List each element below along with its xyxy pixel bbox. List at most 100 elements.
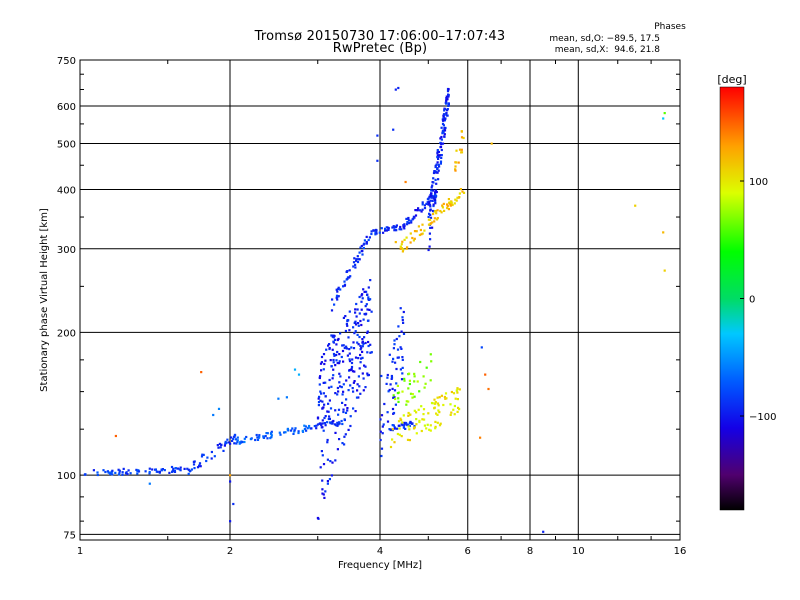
echo-point-o: [366, 331, 369, 334]
echo-point-o: [412, 215, 415, 218]
echo-point-o: [425, 202, 428, 205]
echo-point-o: [356, 255, 359, 258]
echo-point-o: [309, 427, 312, 430]
echo-point-x: [431, 221, 434, 224]
echo-point-x: [425, 366, 428, 369]
echo-point-o: [434, 178, 437, 181]
echo-point-o: [386, 373, 389, 377]
echo-point-o: [428, 201, 431, 204]
echo-point-o: [361, 338, 364, 341]
echo-point-o: [414, 214, 418, 217]
echo-point-o: [331, 298, 334, 301]
echo-point-o: [352, 326, 355, 329]
echo-point-x: [427, 223, 431, 226]
y-tick-label: 600: [57, 102, 76, 113]
echo-point-o: [362, 342, 365, 346]
echo-point-o: [346, 276, 350, 279]
echo-point-o: [361, 345, 364, 348]
echo-point-o: [391, 387, 394, 390]
echo-point-o: [334, 431, 337, 434]
echo-point-x: [409, 392, 413, 395]
echo-point-o: [337, 421, 341, 424]
echo-point-o: [319, 390, 322, 393]
echo-point-x: [415, 418, 418, 421]
echo-point-x: [401, 250, 404, 253]
echo-point-o: [236, 440, 239, 443]
echo-point-x: [434, 402, 437, 405]
echo-point-o: [317, 401, 321, 404]
echo-point-o: [401, 316, 404, 319]
echo-point-o: [148, 467, 151, 470]
echo-point-o: [200, 455, 204, 458]
echo-point-o: [443, 109, 446, 112]
echo-point-o: [339, 385, 342, 388]
echo-point-o: [367, 238, 370, 242]
echo-point-o: [348, 269, 351, 272]
echo-point-x: [435, 218, 439, 221]
echo-point-o: [173, 470, 176, 473]
echo-point-o: [148, 472, 151, 475]
echo-point-o: [394, 361, 397, 364]
echo-point-o: [350, 346, 353, 349]
echo-point-o: [266, 432, 269, 435]
echo-point-o: [332, 352, 336, 356]
echo-point-o: [398, 424, 401, 427]
echo-point-o: [118, 469, 121, 472]
echo-point-o: [199, 465, 202, 468]
echo-point-o: [322, 429, 325, 432]
echo-point-o: [410, 221, 413, 224]
echo-point-o: [357, 322, 360, 325]
echo-point-x: [457, 161, 460, 164]
echo-point-o: [285, 396, 288, 399]
echo-point-o: [336, 393, 339, 396]
echo-point-x: [405, 236, 408, 239]
echo-point-o: [342, 383, 345, 386]
echo-point-o: [361, 293, 364, 296]
echo-point-x: [416, 380, 419, 383]
echo-point-o: [358, 295, 361, 299]
echo-point-x: [411, 393, 414, 396]
echo-point-o: [358, 367, 361, 370]
echo-point-o: [346, 354, 349, 357]
echo-point-o: [324, 381, 327, 384]
echo-point-x: [413, 395, 416, 398]
echo-point-o: [224, 440, 227, 443]
echo-point-o: [356, 341, 359, 344]
echo-point-o: [429, 238, 432, 241]
echo-point-o: [357, 396, 360, 399]
echo-point-o: [356, 333, 359, 336]
echo-point-o: [114, 471, 117, 474]
echo-point-o: [429, 208, 432, 211]
echo-point-x: [418, 390, 421, 393]
echo-point-o: [178, 468, 181, 471]
echo-point-o: [320, 355, 324, 359]
echo-point-o: [428, 232, 431, 235]
echo-point-o: [385, 226, 388, 229]
echo-point-o: [380, 447, 384, 450]
echo-point-o: [179, 466, 182, 469]
y-tick-label: 75: [63, 530, 76, 541]
echo-point-o: [432, 177, 435, 180]
echo-point-x: [394, 241, 397, 244]
echo-point-o: [102, 469, 105, 472]
echo-point-o: [326, 438, 329, 442]
echo-point-x: [413, 237, 416, 240]
echo-point-o: [330, 365, 333, 368]
echo-point-x: [438, 396, 441, 399]
echo-point-o: [217, 446, 220, 449]
echo-point-o: [362, 243, 365, 246]
echo-point-x: [422, 408, 426, 411]
echo-point-o: [333, 334, 336, 338]
echo-point-x: [460, 151, 464, 154]
echo-point-o: [401, 358, 404, 361]
echo-point-o: [339, 375, 342, 378]
echo-point-x: [392, 394, 395, 397]
echo-point-o: [432, 203, 435, 206]
echo-point-x: [396, 392, 399, 395]
echo-point-o: [172, 467, 175, 470]
echo-point-o: [319, 399, 322, 402]
x-tick-label: 2: [227, 546, 233, 557]
echo-point-o: [193, 467, 196, 470]
echo-point-o: [323, 362, 326, 366]
echo-point-x: [663, 269, 666, 272]
